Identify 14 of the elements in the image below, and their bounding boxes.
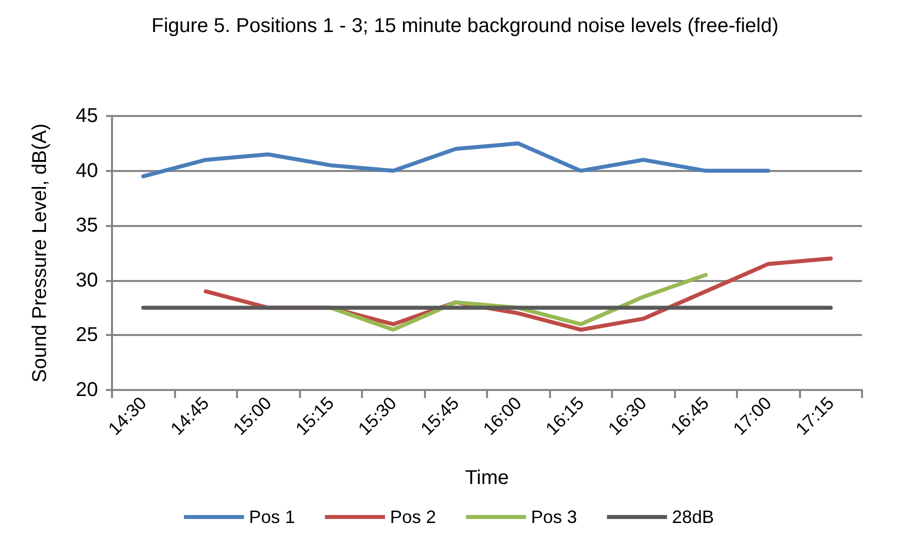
y-tick-label: 45 [76,105,98,127]
legend-label: Pos 1 [248,507,295,527]
y-tick-label: 30 [76,269,98,292]
y-tick-label: 20 [76,379,98,401]
y-tick-label: 40 [76,160,98,182]
legend-label: Pos 3 [530,507,578,527]
x-axis-title: Time [465,467,509,489]
y-tick-label: 25 [76,324,98,346]
legend-label: 28dB [672,507,714,527]
chart-title: Figure 5. Positions 1 - 3; 15 minute background noise levels (free-field) [152,15,778,37]
y-tick-label: 35 [76,214,98,237]
legend-label: Pos 2 [390,507,436,527]
y-axis-title: Sound Pressure Level, dB(A) [29,123,51,383]
line-series [141,141,770,178]
